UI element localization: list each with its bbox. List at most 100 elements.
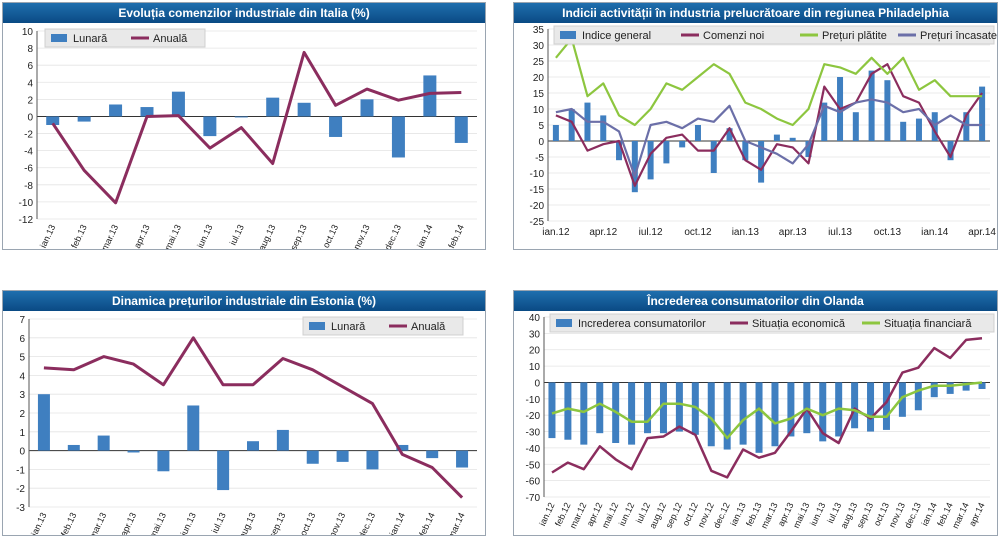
x-tick-label: oct.13	[874, 227, 902, 238]
bar	[868, 70, 875, 141]
bar	[580, 382, 588, 445]
bar	[805, 141, 812, 157]
bar	[247, 441, 259, 451]
bar	[37, 394, 50, 451]
legend-swatch	[556, 319, 572, 327]
series-line	[555, 37, 983, 127]
bar	[203, 116, 217, 137]
bar	[723, 382, 731, 450]
x-tick-label: ian.13	[38, 223, 57, 249]
bar	[140, 107, 154, 117]
y-tick-label: 3	[19, 390, 25, 401]
y-tick-label: -60	[526, 477, 541, 488]
y-tick-label: 4	[27, 78, 33, 89]
chart-panel-olanda: Încrederea consumatorilor din Olanda -70…	[513, 290, 998, 536]
bar	[914, 382, 922, 411]
y-tick-label: -12	[19, 215, 34, 226]
y-tick-label: -10	[526, 395, 541, 406]
bar	[266, 97, 280, 117]
bar	[930, 382, 938, 398]
y-tick-label: 40	[529, 313, 541, 324]
x-tick-label: iul.13	[828, 227, 852, 238]
y-tick-label: -70	[526, 493, 541, 504]
y-tick-label: -2	[24, 130, 33, 141]
y-tick-label: -10	[530, 169, 545, 180]
y-tick-label: -20	[526, 411, 541, 422]
y-tick-label: -15	[530, 185, 545, 196]
legend-label: Prețuri încasate	[920, 30, 997, 42]
x-tick-label: feb.13	[69, 223, 89, 250]
bar	[366, 450, 379, 470]
y-tick-label: 8	[27, 44, 33, 55]
y-tick-label: 5	[19, 353, 25, 364]
y-tick-label: 35	[533, 25, 545, 36]
bar	[109, 104, 123, 117]
x-tick-label: aug.13	[237, 511, 258, 536]
y-tick-label: 0	[19, 447, 25, 458]
bar	[819, 382, 827, 442]
x-tick-label: oct.13	[321, 223, 340, 249]
bar	[659, 382, 667, 434]
bar	[739, 382, 747, 445]
bar	[187, 405, 200, 451]
x-tick-label: apr.13	[779, 227, 807, 238]
bar	[171, 91, 185, 117]
y-tick-label: 30	[533, 41, 545, 52]
legend-box	[44, 28, 206, 48]
y-tick-label: -25	[530, 217, 545, 228]
series-line	[555, 98, 983, 178]
x-tick-label: nov.13	[327, 511, 347, 536]
y-tick-label: 0	[534, 378, 540, 389]
y-tick-label: -4	[24, 147, 33, 158]
bar	[789, 137, 796, 141]
bar	[963, 112, 970, 141]
bar	[675, 382, 683, 432]
bar	[616, 141, 623, 161]
bar	[77, 116, 91, 122]
x-tick-label: ian.14	[388, 511, 407, 536]
x-tick-label: feb.13	[59, 511, 79, 536]
bar	[426, 450, 439, 459]
legend-label: Anuală	[153, 33, 188, 45]
y-tick-label: -20	[530, 201, 545, 212]
y-tick-label: 6	[19, 334, 25, 345]
x-tick-label: iul.13	[228, 223, 246, 247]
y-tick-label: 7	[19, 315, 25, 326]
legend-label: Comenzi noi	[703, 30, 764, 42]
bar	[552, 125, 559, 141]
chart-panel-estonia: Dinamica prețurilor industriale din Esto…	[2, 290, 486, 536]
series-line	[43, 336, 464, 499]
legend-box	[302, 316, 464, 336]
bar	[882, 382, 890, 430]
y-tick-label: -6	[24, 164, 33, 175]
legend-label: Lunară	[331, 321, 366, 333]
bar	[979, 86, 986, 141]
bar	[663, 141, 670, 164]
x-tick-label: oct.13	[298, 511, 317, 536]
bar	[867, 382, 875, 432]
y-tick-label: 6	[27, 61, 33, 72]
bar	[898, 382, 906, 417]
bar	[771, 382, 779, 447]
y-tick-label: -5	[535, 153, 544, 164]
bar	[46, 116, 60, 125]
bar	[962, 382, 970, 391]
bar	[647, 141, 654, 180]
bar	[679, 141, 686, 148]
x-tick-label: mar.13	[100, 223, 121, 250]
legend-label: Prețuri plătite	[822, 30, 887, 42]
x-tick-label: apr.13	[132, 223, 152, 250]
x-tick-label: feb.14	[417, 511, 437, 536]
bar	[755, 382, 763, 453]
x-tick-label: sep.13	[267, 511, 287, 536]
bar	[97, 435, 110, 451]
bar	[852, 112, 859, 141]
bar	[217, 450, 230, 491]
y-tick-label: 10	[529, 362, 541, 373]
legend-label: Indice general	[582, 30, 651, 42]
y-tick-label: -1	[16, 465, 25, 476]
bar	[915, 118, 922, 141]
bar	[548, 382, 556, 439]
y-tick-label: 2	[19, 409, 25, 420]
bar	[851, 382, 859, 429]
